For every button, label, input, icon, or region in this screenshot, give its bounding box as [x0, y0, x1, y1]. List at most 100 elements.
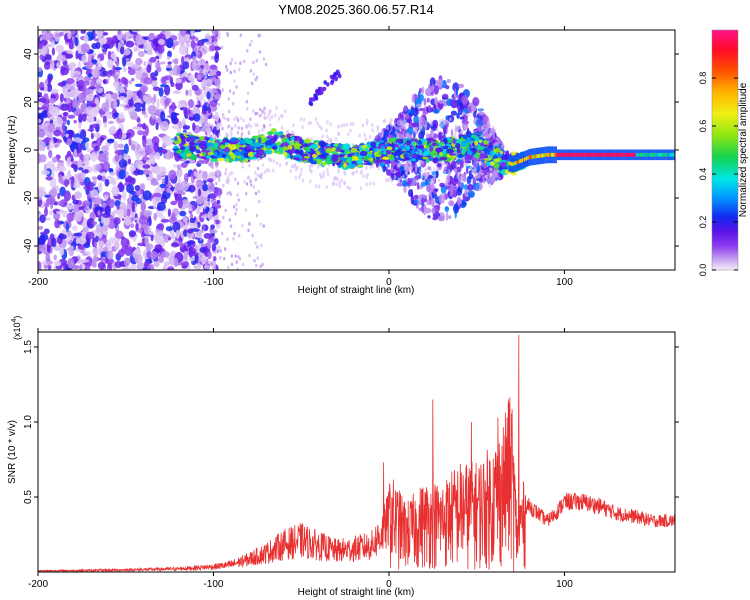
noise-blob	[148, 104, 157, 116]
tail-core	[608, 152, 610, 157]
noise-blob	[91, 123, 98, 129]
tail-core	[625, 152, 627, 157]
signal-blob	[393, 143, 400, 149]
halo-blob	[442, 161, 446, 166]
noise-blob	[256, 256, 259, 261]
tail-core	[639, 152, 642, 157]
tail-core	[598, 152, 601, 157]
scatter-blob	[438, 99, 446, 104]
halo-blob	[469, 166, 473, 170]
noise-blob	[108, 126, 117, 135]
halo-blob	[289, 169, 293, 173]
signal-blob	[447, 137, 451, 142]
scatter-blob	[436, 204, 441, 210]
noise-blob	[77, 236, 87, 245]
noise-blob	[123, 215, 131, 226]
noise-blob	[160, 121, 169, 132]
halo-blob	[376, 128, 380, 132]
signal-blob	[249, 142, 254, 146]
halo-blob	[345, 122, 349, 127]
halo-blob	[342, 123, 346, 128]
noise-blob	[212, 255, 217, 262]
noise-blob	[47, 237, 52, 246]
noise-blob	[205, 118, 208, 122]
noise-blob	[145, 138, 154, 145]
halo-blob	[359, 186, 363, 191]
noise-blob	[200, 116, 203, 121]
noise-blob	[201, 59, 204, 64]
tail-core	[569, 152, 571, 157]
scatter-blob	[459, 162, 464, 169]
tail-core	[564, 152, 566, 157]
noise-blob	[144, 209, 153, 217]
halo-blob	[308, 164, 312, 169]
tail-core	[621, 152, 623, 157]
scatter-blob	[456, 166, 462, 173]
tail-core	[589, 152, 591, 157]
noise-blob	[128, 230, 136, 238]
noise-blob	[236, 267, 239, 270]
noise-blob	[259, 107, 262, 112]
noise-blob	[244, 208, 248, 212]
tail-core	[628, 152, 630, 157]
noise-blob	[141, 232, 145, 238]
halo-blob	[460, 176, 463, 181]
signal-blob	[440, 141, 444, 147]
noise-blob	[187, 74, 195, 82]
halo-blob	[322, 174, 326, 179]
noise-blob	[177, 198, 183, 209]
noise-blob	[202, 229, 205, 233]
halo-blob	[307, 121, 311, 126]
noise-blob	[102, 161, 111, 171]
noise-blob	[255, 263, 258, 268]
noise-blob	[123, 97, 128, 107]
signal-blob	[246, 139, 253, 145]
scatter-blob	[426, 97, 430, 103]
noise-blob	[153, 212, 158, 221]
tail-core	[562, 152, 564, 157]
halo-blob	[402, 174, 405, 179]
noise-blob	[255, 58, 258, 63]
noise-blob	[91, 221, 98, 225]
noise-blob	[206, 102, 209, 107]
signal-blob	[493, 163, 500, 169]
noise-blob	[97, 57, 101, 67]
halo-blob	[454, 124, 458, 129]
scatter-blob	[450, 160, 457, 171]
signal-blob	[289, 154, 294, 159]
noise-blob	[41, 43, 45, 47]
noise-blob	[47, 75, 52, 84]
noise-blob	[246, 107, 249, 111]
noise-blob	[203, 99, 206, 104]
noise-blob	[49, 119, 54, 125]
noise-blob	[154, 152, 161, 160]
signal-blob	[207, 152, 214, 156]
scatter-blob	[466, 184, 474, 191]
halo-blob	[256, 123, 259, 128]
noise-blob	[258, 50, 262, 54]
noise-blob	[186, 240, 196, 245]
noise-blob	[71, 265, 80, 270]
tail-core	[538, 154, 541, 158]
noise-blob	[134, 254, 143, 264]
noise-blob	[44, 206, 48, 217]
signal-blob	[467, 150, 473, 155]
noise-blob	[67, 114, 76, 119]
halo-blob	[454, 130, 457, 135]
noise-blob	[202, 86, 206, 91]
signal-blob	[201, 149, 208, 153]
noise-blob	[249, 69, 253, 73]
halo-blob	[444, 180, 448, 185]
halo-blob	[247, 122, 251, 127]
noise-blob	[57, 82, 66, 87]
halo-blob	[389, 122, 393, 127]
halo-blob	[441, 118, 445, 123]
noise-blob	[226, 191, 229, 196]
signal-blob	[346, 151, 351, 155]
halo-blob	[442, 121, 446, 126]
noise-blob	[238, 256, 242, 261]
halo-blob	[337, 132, 341, 137]
signal-blob	[181, 139, 186, 144]
noise-blob	[114, 261, 123, 268]
noise-blob	[176, 167, 183, 178]
